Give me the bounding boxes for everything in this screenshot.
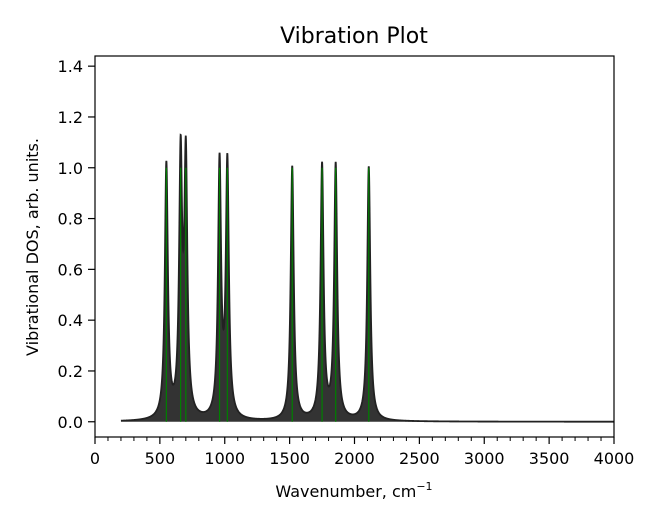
y-tick-label: 0.0 xyxy=(58,413,83,432)
x-tick-label: 1500 xyxy=(269,449,310,468)
y-axis-title: Vibrational DOS, arb. units. xyxy=(23,138,42,356)
plot-area xyxy=(120,133,614,423)
x-tick-label: 3500 xyxy=(529,449,570,468)
x-tick-label: 2000 xyxy=(334,449,375,468)
y-tick-label: 0.2 xyxy=(58,362,83,381)
x-tick-label: 500 xyxy=(145,449,176,468)
x-axis-title: Wavenumber, cm−1 xyxy=(275,480,432,501)
x-axis-title-superscript: −1 xyxy=(416,480,432,493)
y-tick-label: 1.0 xyxy=(58,159,83,178)
y-tick-label: 0.4 xyxy=(58,311,83,330)
x-tick-label: 1000 xyxy=(204,449,245,468)
y-tick-label: 0.8 xyxy=(58,210,83,229)
plot-frame xyxy=(94,55,615,438)
dos-curve xyxy=(120,133,614,423)
x-tick-label: 2500 xyxy=(399,449,440,468)
x-tick-label: 4000 xyxy=(594,449,635,468)
x-axis-ticks: 0 500 1000 1500 2000 2500 3000 3500 4000 xyxy=(90,437,634,468)
y-tick-label: 1.2 xyxy=(58,108,83,127)
chart-title: Vibration Plot xyxy=(280,24,428,49)
y-axis-ticks: 0.0 0.2 0.4 0.6 0.8 1.0 1.2 1.4 xyxy=(58,57,95,432)
y-tick-label: 1.4 xyxy=(58,57,83,76)
x-tick-label: 3000 xyxy=(464,449,505,468)
y-tick-label: 0.6 xyxy=(58,260,83,279)
x-tick-label: 0 xyxy=(90,449,100,468)
